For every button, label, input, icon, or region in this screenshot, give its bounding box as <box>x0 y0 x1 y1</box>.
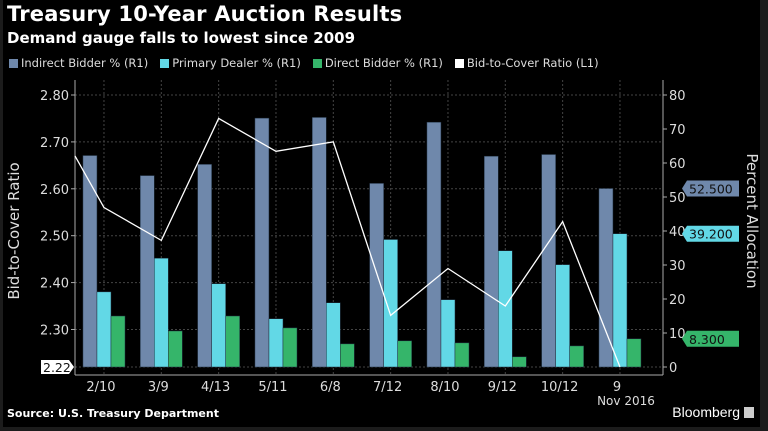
left-last-value-badge <box>41 360 74 374</box>
bar-indirect <box>541 154 556 368</box>
bar-indirect <box>598 188 614 368</box>
bar-direct <box>110 315 126 368</box>
legend-label: Primary Dealer % (R1) <box>172 56 301 70</box>
bar-primary <box>268 318 284 368</box>
x-tick-label: 4/13 <box>201 380 230 395</box>
bar-indirect <box>426 121 442 368</box>
legend-swatch <box>312 58 322 68</box>
right-tick-label: 60 <box>669 157 686 172</box>
x-tick-label: 5/11 <box>258 380 287 395</box>
plot-area: 2.80 2.70 2.60 2.50 2.40 2.30 80 70 60 50 40 30 20 10… <box>5 80 761 408</box>
bar-primary <box>154 257 169 368</box>
bar-indirect <box>369 183 384 368</box>
x-tick-label: 8/10 <box>430 380 459 395</box>
legend-label: Bid-to-Cover Ratio (L1) <box>466 56 599 70</box>
last-value-badge <box>682 180 739 197</box>
right-tick-label: 40 <box>669 225 686 240</box>
bar-direct <box>569 345 584 368</box>
legend-swatch <box>9 58 18 68</box>
left-tick-label: 2.30 <box>40 323 69 338</box>
x-tick-label: 9/12 <box>488 380 517 395</box>
bar-primary <box>498 250 513 368</box>
x-sublabel: Nov 2016 <box>597 394 655 408</box>
bar-primary <box>612 233 628 368</box>
bar-primary <box>211 283 226 368</box>
bar-primary <box>440 299 456 368</box>
left-axis-title: Bid-to-Cover Ratio <box>5 162 23 299</box>
legend-swatch <box>160 58 170 68</box>
last-value-label: 39.200 <box>689 227 733 242</box>
bar-primary <box>555 264 570 368</box>
x-tick-label: 3/9 <box>148 380 169 395</box>
right-tick-label: 20 <box>669 293 686 308</box>
bloomberg-icon <box>744 406 754 418</box>
x-tick-label: 2/10 <box>86 380 115 395</box>
x-tick-label: 10/12 <box>541 380 578 395</box>
legend-item-indirect: Indirect Bidder % (R1) <box>9 56 148 70</box>
bar-direct <box>454 342 470 368</box>
last-value-label: 52.500 <box>689 182 733 197</box>
legend-item-primary: Primary Dealer % (R1) <box>160 56 301 70</box>
last-value-label: 8.300 <box>689 332 725 347</box>
bar-indirect <box>140 175 155 368</box>
legend-label: Indirect Bidder % (R1) <box>21 56 149 70</box>
left-tick-label: 2.60 <box>40 183 69 198</box>
right-tick-label: 30 <box>669 259 686 274</box>
bar-primary <box>326 302 341 368</box>
right-tick-label: 50 <box>669 191 686 206</box>
bloomberg-logo: Bloomberg <box>672 404 754 420</box>
left-tick-label: 2.80 <box>40 89 69 104</box>
chart-title: Treasury 10-Year Auction Results <box>7 2 403 26</box>
source-note: Source: U.S. Treasury Department <box>7 407 219 420</box>
right-tick-label: 80 <box>669 89 686 104</box>
x-tick-label: 9 <box>613 380 621 395</box>
left-last-value-label: 2.22 <box>43 360 71 375</box>
right-tick-label: 70 <box>669 123 686 138</box>
bar-indirect <box>484 155 499 368</box>
bar-indirect <box>197 164 212 368</box>
last-value-badge <box>682 225 739 242</box>
bar-direct <box>282 327 298 368</box>
bar-direct <box>168 330 183 368</box>
last-value-badge <box>682 330 739 347</box>
legend-item-bid-to-cover: Bid-to-Cover Ratio (L1) <box>454 56 599 70</box>
right-tick-label: 10 <box>669 327 686 342</box>
bar-direct <box>225 315 240 368</box>
bar-primary <box>96 291 112 368</box>
legend-item-direct: Direct Bidder % (R1) <box>312 56 443 70</box>
bar-direct <box>397 340 412 368</box>
bar-primary <box>383 239 398 368</box>
chart-subtitle: Demand gauge falls to lowest since 2009 <box>7 29 356 47</box>
left-tick-label: 2.50 <box>40 230 69 245</box>
legend-swatch <box>454 58 464 68</box>
right-tick-label: 0 <box>669 361 677 376</box>
bar-indirect <box>312 117 327 368</box>
right-axis-title: Percent Allocation <box>743 153 761 288</box>
x-tick-label: 7/12 <box>373 380 402 395</box>
bar-indirect <box>254 117 270 368</box>
legend-label: Direct Bidder % (R1) <box>324 56 443 70</box>
left-tick-label: 2.40 <box>40 277 69 292</box>
brand-text: Bloomberg <box>672 404 740 420</box>
bar-direct <box>512 356 527 368</box>
legend: Indirect Bidder % (R1) Primary Dealer % … <box>9 56 599 70</box>
bar-direct <box>340 343 355 368</box>
bar-direct <box>626 338 642 368</box>
left-tick-label: 2.70 <box>40 136 69 151</box>
x-tick-label: 6/8 <box>320 380 341 395</box>
bar-indirect <box>82 155 98 368</box>
